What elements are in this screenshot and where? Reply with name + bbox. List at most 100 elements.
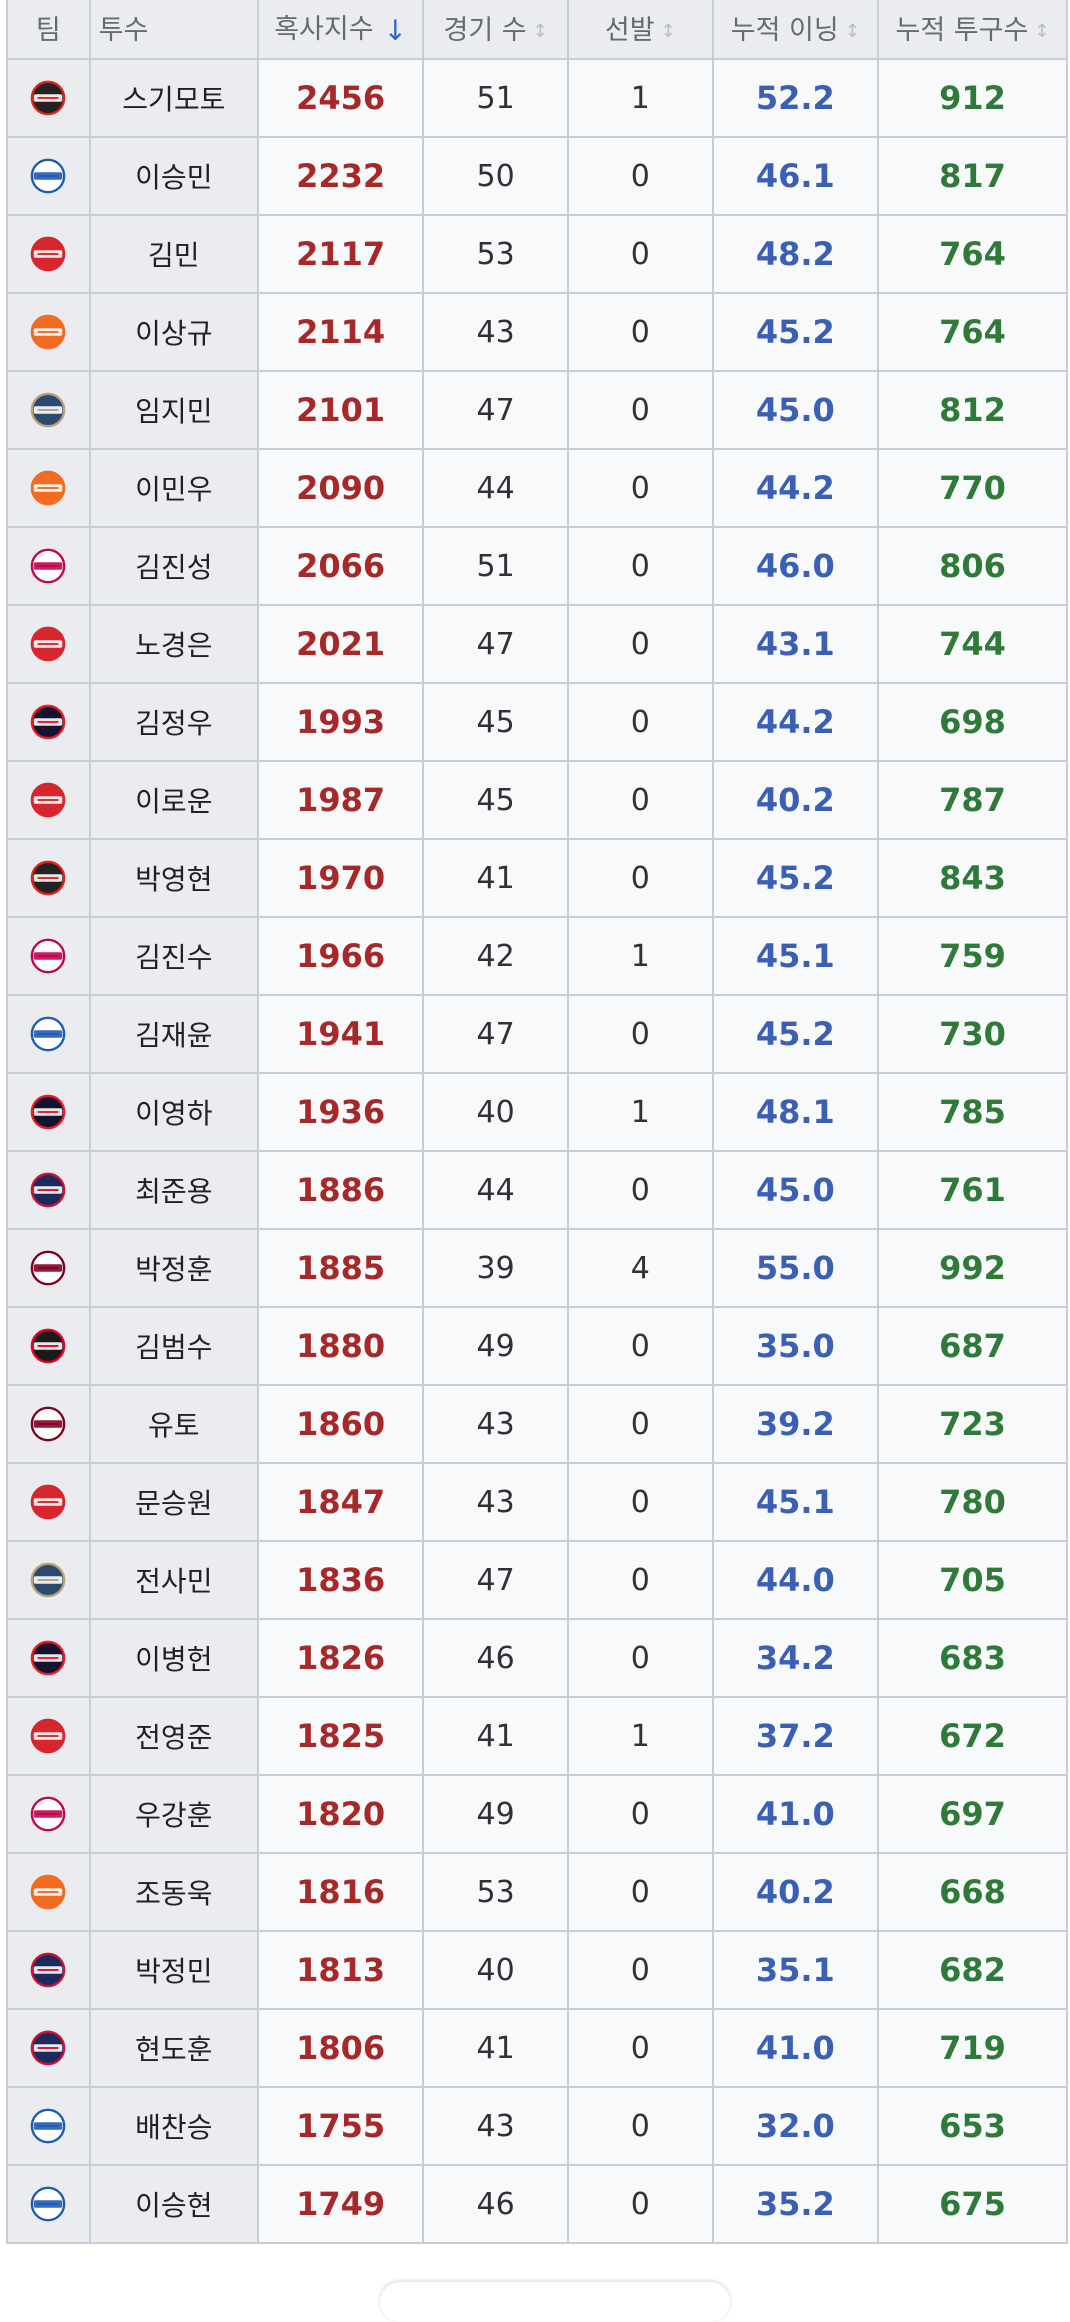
- table-row: 김민 2117 53 0 48.2 764: [6, 214, 1068, 294]
- games-value: 51: [422, 526, 569, 606]
- team-logo-cell: [6, 2086, 91, 2166]
- xsi-value: 1825: [256, 1696, 425, 1776]
- pitcher-name[interactable]: 우강훈: [88, 1774, 259, 1854]
- innings-value: 41.0: [711, 1774, 880, 1854]
- pitcher-name[interactable]: 김민: [88, 214, 259, 294]
- pitcher-name[interactable]: 김정우: [88, 682, 259, 762]
- pitcher-name[interactable]: 노경은: [88, 604, 259, 684]
- innings-value: 40.2: [711, 760, 880, 840]
- starts-value: 0: [566, 448, 714, 528]
- team-logo-cell: [6, 838, 91, 918]
- pitcher-name[interactable]: 박영현: [88, 838, 259, 918]
- pitcher-name[interactable]: 문승원: [88, 1462, 259, 1542]
- starts-value: 0: [566, 370, 714, 450]
- hanwha-eagles-logo-icon: [29, 313, 67, 351]
- header-games-sort[interactable]: 경기 수 ↕: [422, 0, 569, 60]
- pitches-value: 912: [877, 58, 1068, 138]
- sort-toggle-icon[interactable]: ↕: [660, 20, 676, 42]
- header-innings-sort[interactable]: 누적 이닝 ↕: [711, 0, 880, 60]
- team-logo-cell: [6, 1306, 91, 1386]
- table-row: 스기모토 2456 51 1 52.2 912: [6, 58, 1068, 138]
- pitcher-name[interactable]: 스기모토: [88, 58, 259, 138]
- pitcher-name[interactable]: 이민우: [88, 448, 259, 528]
- bottom-sheet-handle[interactable]: [380, 2282, 730, 2322]
- pitcher-name[interactable]: 김진성: [88, 526, 259, 606]
- hanwha-eagles-logo-icon: [29, 1873, 67, 1911]
- ssg-landers-logo-icon: [29, 235, 67, 273]
- games-value: 50: [422, 136, 569, 216]
- pitches-value: 764: [877, 214, 1068, 294]
- header-pitcher: 투수: [88, 0, 259, 60]
- xsi-value: 1806: [256, 2008, 425, 2088]
- pitcher-name[interactable]: 이로운: [88, 760, 259, 840]
- pitcher-name[interactable]: 김범수: [88, 1306, 259, 1386]
- pitches-value: 759: [877, 916, 1068, 996]
- pitches-value: 843: [877, 838, 1068, 918]
- pitcher-name[interactable]: 배찬승: [88, 2086, 259, 2166]
- pitcher-name[interactable]: 이상규: [88, 292, 259, 372]
- pitcher-name[interactable]: 이영하: [88, 1072, 259, 1152]
- header-pitches-sort[interactable]: 누적 투구수 ↕: [877, 0, 1068, 60]
- pitches-value: 730: [877, 994, 1068, 1074]
- pitcher-name[interactable]: 이승민: [88, 136, 259, 216]
- pitcher-name[interactable]: 이병헌: [88, 1618, 259, 1698]
- games-value: 44: [422, 1150, 569, 1230]
- pitches-value: 764: [877, 292, 1068, 372]
- pitcher-name[interactable]: 김재윤: [88, 994, 259, 1074]
- pitcher-name[interactable]: 최준용: [88, 1150, 259, 1230]
- xsi-value: 2021: [256, 604, 425, 684]
- pitcher-name[interactable]: 김진수: [88, 916, 259, 996]
- team-logo-cell: [6, 1696, 91, 1776]
- innings-value: 45.1: [711, 916, 880, 996]
- team-logo-cell: [6, 916, 91, 996]
- xsi-value: 2066: [256, 526, 425, 606]
- innings-value: 43.1: [711, 604, 880, 684]
- games-value: 46: [422, 1618, 569, 1698]
- pitches-value: 698: [877, 682, 1068, 762]
- pitcher-name[interactable]: 박정민: [88, 1930, 259, 2010]
- starts-value: 0: [566, 526, 714, 606]
- pitcher-name[interactable]: 전사민: [88, 1540, 259, 1620]
- samsung-lions-logo-icon: [29, 157, 67, 195]
- team-logo-cell: [6, 2164, 91, 2244]
- starts-value: 4: [566, 1228, 714, 1308]
- team-logo-cell: [6, 994, 91, 1074]
- pitches-value: 787: [877, 760, 1068, 840]
- starts-value: 0: [566, 1462, 714, 1542]
- starts-value: 0: [566, 2008, 714, 2088]
- xsi-value: 2232: [256, 136, 425, 216]
- table-header-row: 팀 투수 혹사지수 ↓ 경기 수 ↕ 선발 ↕ 누적 이닝 ↕ 누적 투구수 ↕: [6, 0, 1068, 60]
- xsi-value: 1836: [256, 1540, 425, 1620]
- pitches-value: 675: [877, 2164, 1068, 2244]
- pitcher-name[interactable]: 이승현: [88, 2164, 259, 2244]
- games-value: 45: [422, 682, 569, 762]
- kt-wiz-logo-icon: [29, 79, 67, 117]
- ssg-landers-logo-icon: [29, 1483, 67, 1521]
- pitcher-name[interactable]: 박정훈: [88, 1228, 259, 1308]
- pitcher-name[interactable]: 유토: [88, 1384, 259, 1464]
- starts-value: 0: [566, 292, 714, 372]
- table-row: 현도훈 1806 41 0 41.0 719: [6, 2008, 1068, 2088]
- sort-descending-arrow-icon[interactable]: ↓: [383, 14, 408, 47]
- ssg-landers-logo-icon: [29, 1717, 67, 1755]
- xsi-value: 2090: [256, 448, 425, 528]
- sort-toggle-icon[interactable]: ↕: [844, 20, 860, 42]
- kiwoom-heroes-logo-icon: [29, 1249, 67, 1287]
- table-row: 김재윤 1941 47 0 45.2 730: [6, 994, 1068, 1074]
- pitches-value: 705: [877, 1540, 1068, 1620]
- header-xsi-sort[interactable]: 혹사지수 ↓: [256, 0, 425, 60]
- pitcher-name[interactable]: 전영준: [88, 1696, 259, 1776]
- innings-value: 44.2: [711, 448, 880, 528]
- header-starts-sort[interactable]: 선발 ↕: [566, 0, 714, 60]
- pitcher-name[interactable]: 임지민: [88, 370, 259, 450]
- pitcher-name[interactable]: 조동욱: [88, 1852, 259, 1932]
- starts-value: 0: [566, 604, 714, 684]
- pitches-value: 682: [877, 1930, 1068, 2010]
- innings-value: 46.0: [711, 526, 880, 606]
- pitches-value: 812: [877, 370, 1068, 450]
- sort-toggle-icon[interactable]: ↕: [532, 20, 548, 42]
- pitcher-name[interactable]: 현도훈: [88, 2008, 259, 2088]
- sort-toggle-icon[interactable]: ↕: [1034, 20, 1050, 42]
- team-logo-cell: [6, 2008, 91, 2088]
- table-row: 최준용 1886 44 0 45.0 761: [6, 1150, 1068, 1230]
